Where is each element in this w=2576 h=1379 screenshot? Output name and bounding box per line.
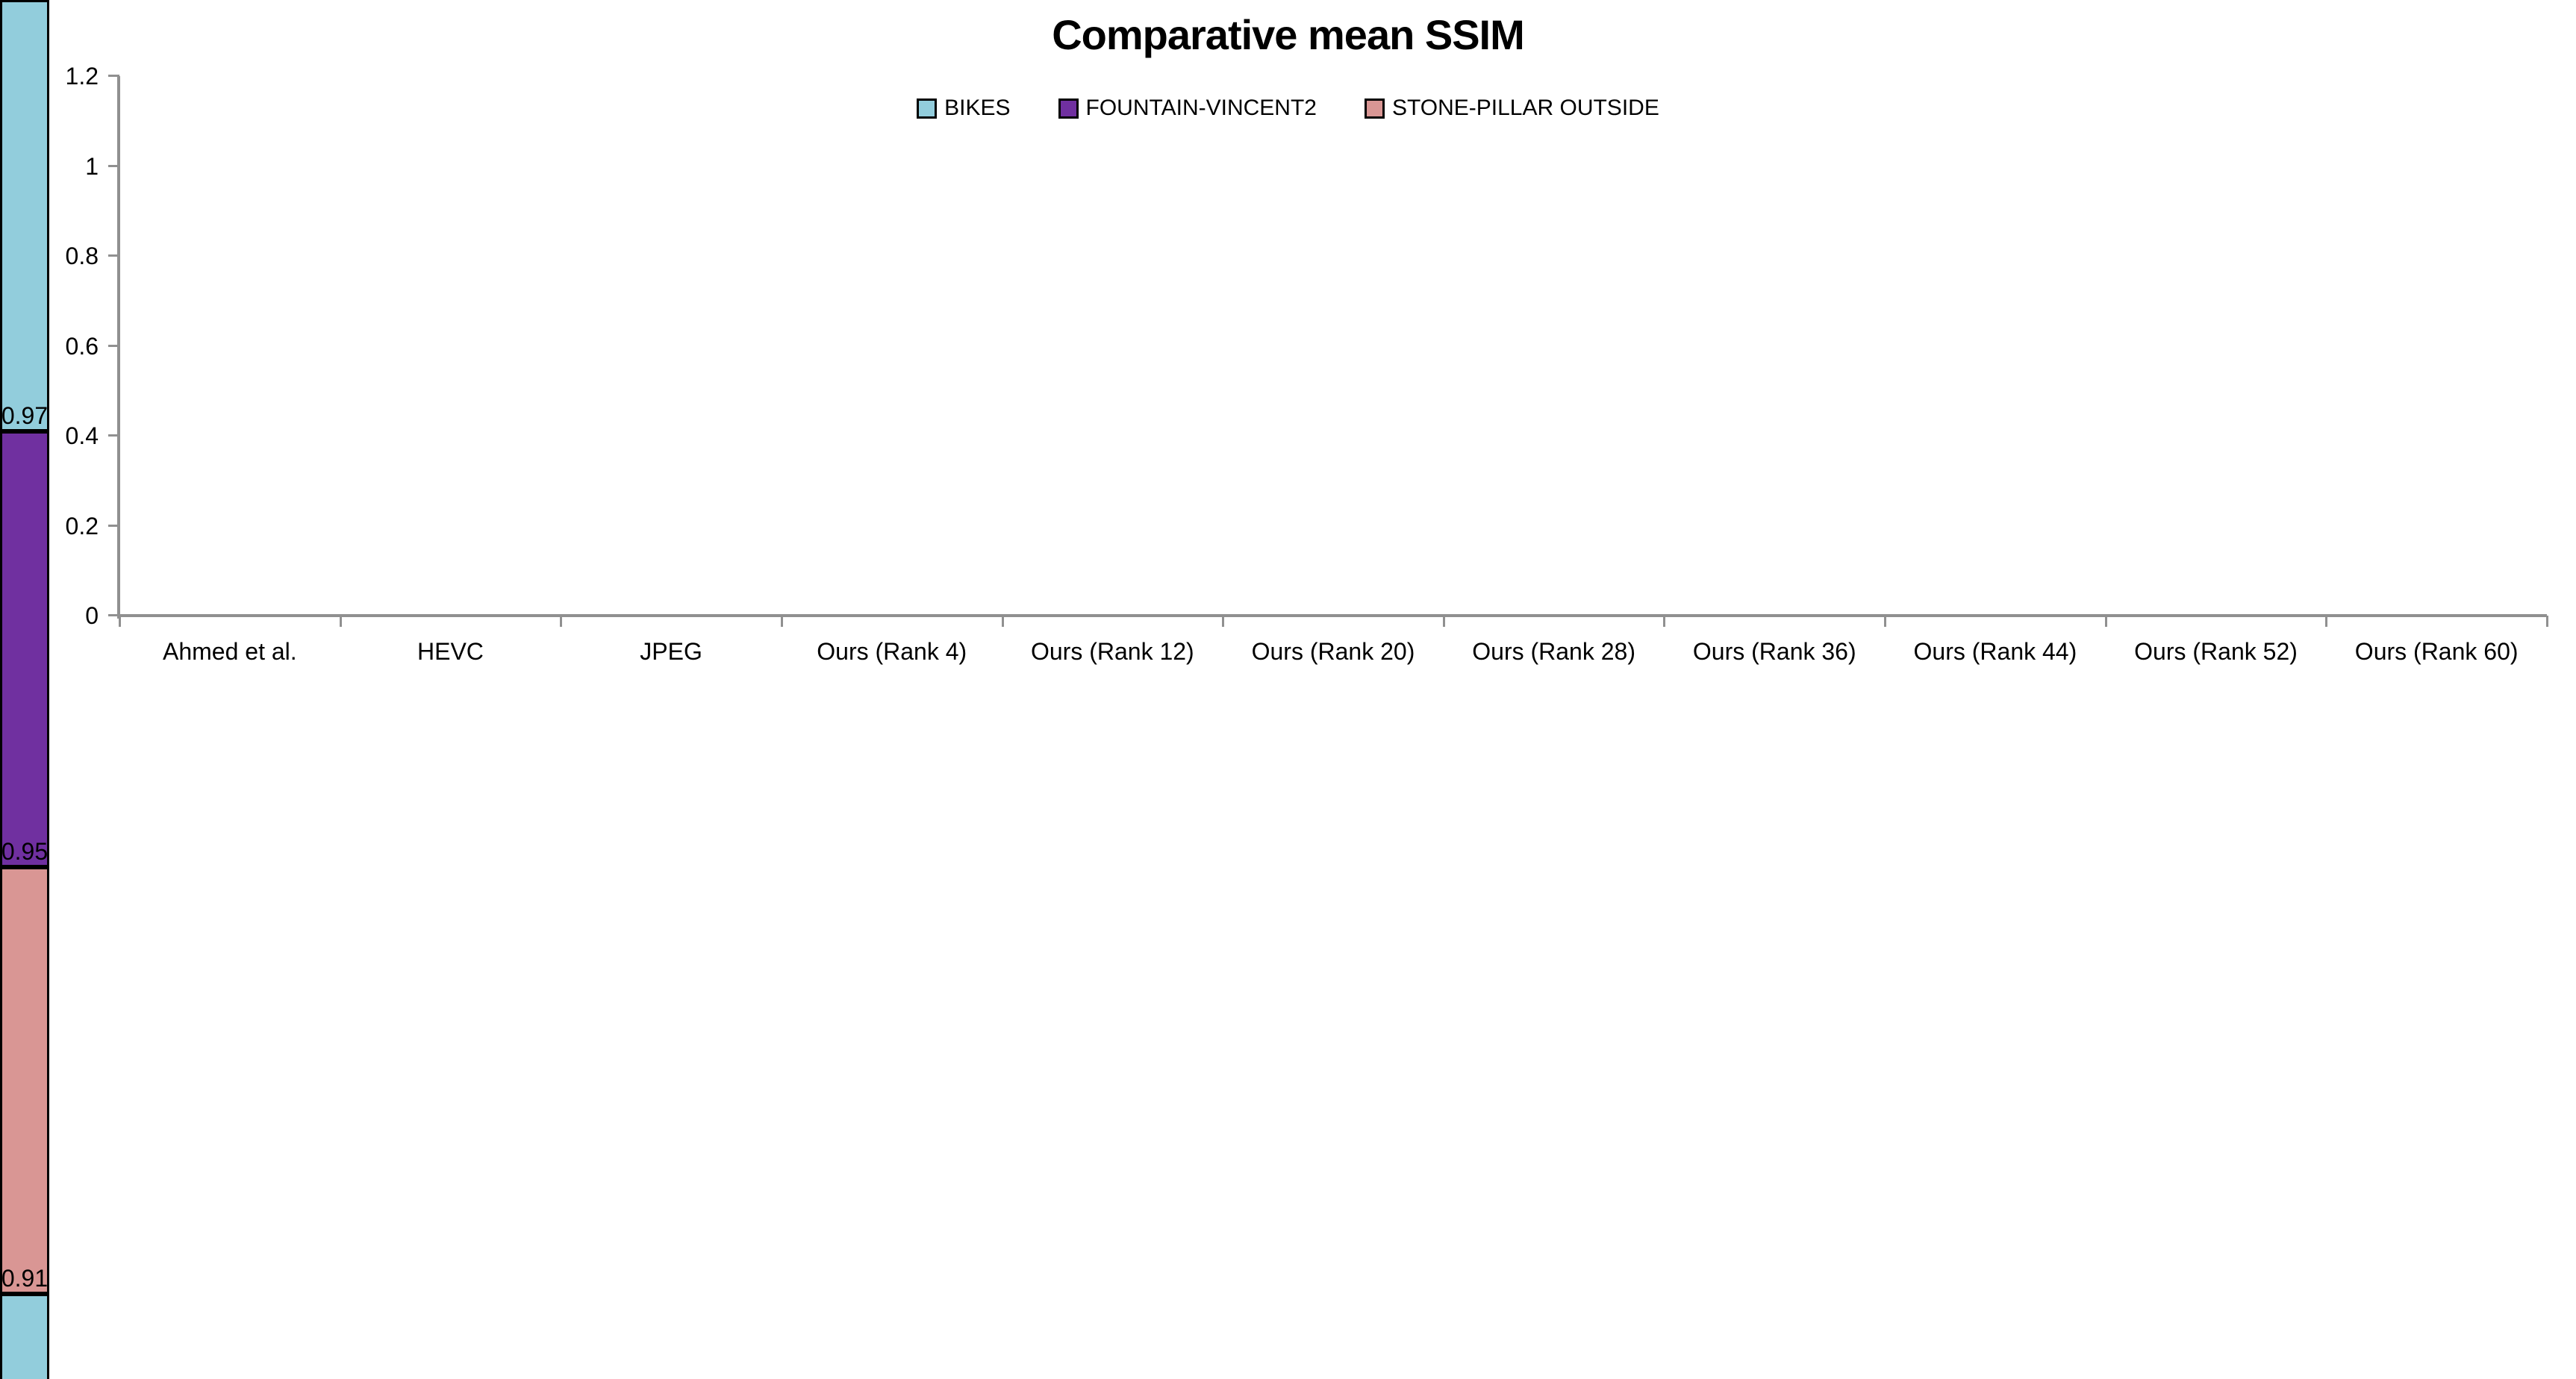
x-category-label: Ours (Rank 20) [1251,638,1415,665]
x-category-label: Ahmed et al. [162,638,297,665]
x-category-label: Ours (Rank 44) [1913,638,2077,665]
y-tick-label: 1 [85,152,99,180]
x-tick-mark [1663,616,1666,627]
x-category-label: Ours (Rank 4) [817,638,967,665]
x-category-label: Ours (Rank 60) [2354,638,2519,665]
bar-group [1885,76,2106,616]
bar-group [340,76,561,616]
x-tick-mark [1884,616,1887,627]
bar-group [1223,76,1444,616]
x-tick-mark [2104,616,2107,627]
x-axis-line [119,614,2547,617]
x-tick-mark [119,616,121,627]
y-tick-label: 0.6 [65,332,99,360]
bar-bikes: 0.91 [0,1266,49,1379]
bar-group [1444,76,1665,616]
bar-group [2106,76,2327,616]
bar-stone-pillar outside: 0.95 [0,839,49,1294]
legend-item: FOUNTAIN-VINCENT2 [1058,96,1317,121]
legend-label: FOUNTAIN-VINCENT2 [1085,96,1317,120]
legend-label: STONE-PILLAR OUTSIDE [1391,96,1659,120]
legend-label: BIKES [944,96,1011,120]
chart-legend: BIKES FOUNTAIN-VINCENT2 STONE-PILLAR OUTSI… [0,96,2576,121]
x-category-label: HEVC [417,638,484,665]
bar-group [1002,76,1223,616]
x-category-label: Ours (Rank 52) [2134,638,2298,665]
y-tick-mark [108,344,119,347]
legend-swatch-icon [1364,98,1385,119]
y-tick-label: 0.2 [65,512,99,540]
x-tick-mark [2546,616,2548,627]
chart-title: Comparative mean SSIM [1052,11,1525,58]
y-tick-mark [108,524,119,527]
y-tick-mark [108,75,119,77]
y-axis-line [117,76,120,619]
x-tick-mark [1442,616,1445,627]
bar-value-label: 0.91 [1,1265,49,1292]
x-tick-mark [1001,616,1004,627]
y-tick-label: 1.2 [65,63,99,90]
y-tick-mark [108,434,119,437]
x-category-label: Ours (Rank 28) [1472,638,1635,665]
bar-bikes: 0.96 [0,0,49,431]
x-tick-mark [1222,616,1225,627]
legend-item: BIKES [917,96,1011,121]
bar-group [2326,76,2547,616]
x-category-label: Ours (Rank 36) [1692,638,1856,665]
y-tick-label: 0.4 [65,422,99,449]
bar-group [1664,76,1885,616]
bar-value-label: 0.95 [1,838,49,865]
x-tick-mark [2325,616,2328,627]
bar-group [561,76,782,616]
y-tick-mark [108,164,119,167]
legend-swatch-icon [917,98,938,119]
x-category-label: JPEG [640,638,702,665]
y-tick-mark [108,254,119,257]
x-tick-mark [339,616,342,627]
bar-fountain-vincent2: 0.97 [0,404,49,867]
legend-swatch-icon [1058,98,1079,119]
legend-item: STONE-PILLAR OUTSIDE [1364,96,1659,121]
bar-group [119,76,340,616]
y-tick-mark [108,614,119,616]
bar-group [782,76,1002,616]
x-tick-mark [560,616,563,627]
y-tick-label: 0 [85,602,99,629]
y-tick-label: 0.8 [65,243,99,269]
x-tick-mark [780,616,783,627]
x-category-label: Ours (Rank 12) [1030,638,1194,665]
bar-value-label: 0.97 [1,402,49,429]
